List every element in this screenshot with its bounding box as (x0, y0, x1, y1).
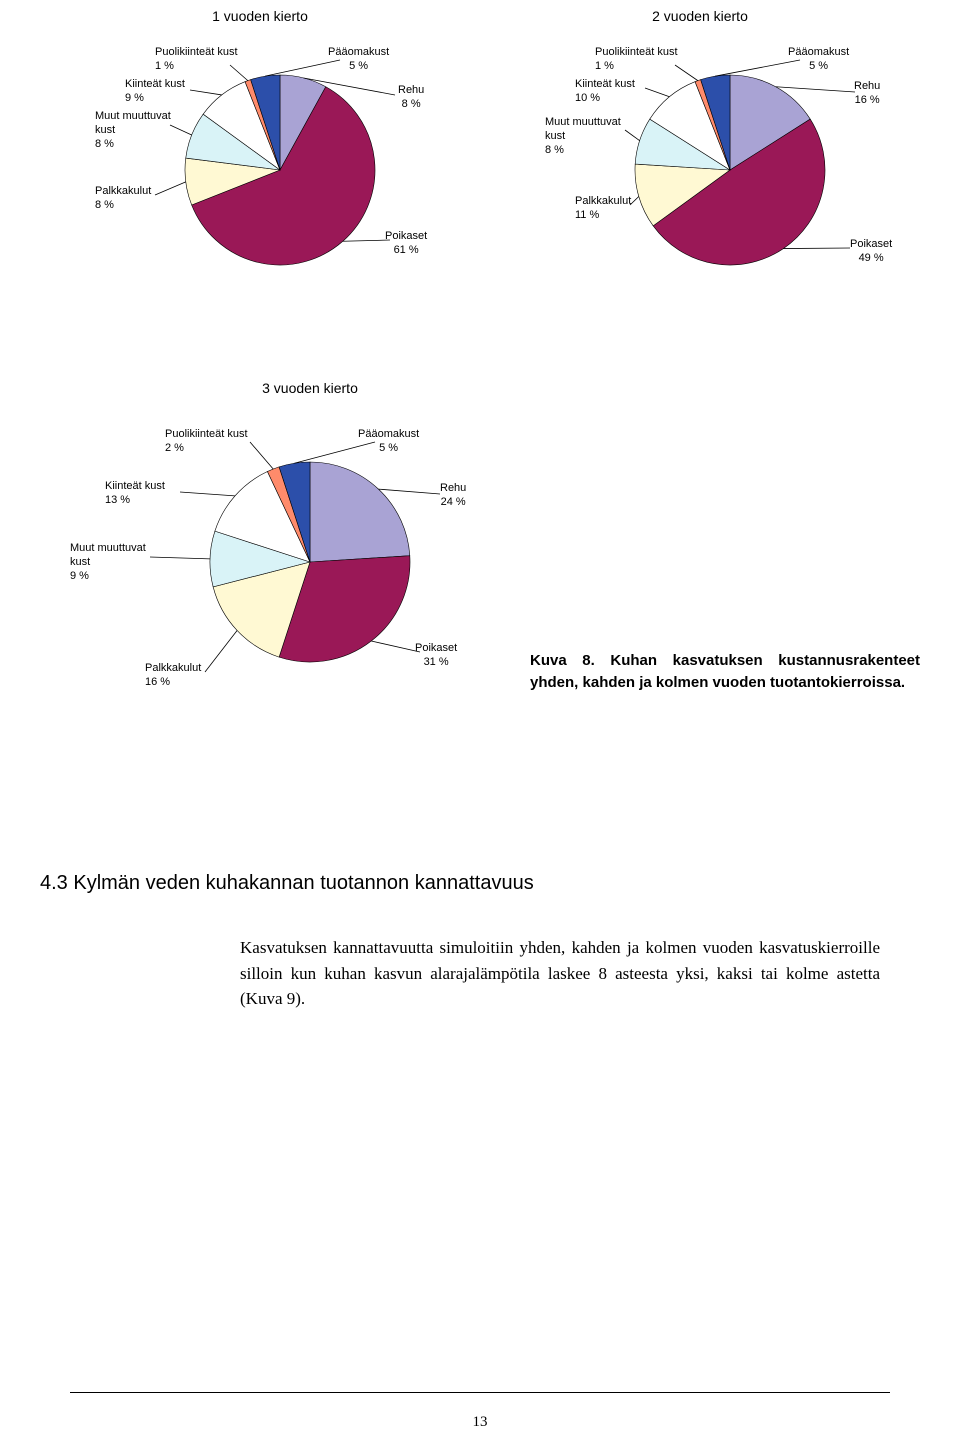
top-chart-row: 1 vuoden kierto Puolikiinteät kust1 % Ki… (40, 8, 920, 300)
chart-1-area: Puolikiinteät kust1 % Kiinteät kust9 % M… (40, 30, 480, 300)
chart-2-block: 2 vuoden kierto Puolikiinteät kust1 % Ki… (480, 8, 920, 300)
chart-3-title: 3 vuoden kierto (100, 380, 520, 396)
chart2-label-rehu: Rehu16 % (854, 80, 880, 108)
section-heading: 4.3 Kylmän veden kuhakannan tuotannon ka… (40, 872, 920, 895)
chart2-label-paa: Pääomakust5 % (788, 46, 849, 74)
chart3-label-kiinteat: Kiinteät kust13 % (105, 480, 165, 508)
chart-2-area: Puolikiinteät kust1 % Kiinteät kust10 % … (480, 30, 920, 300)
chart2-label-poikaset: Poikaset49 % (850, 238, 892, 266)
page: 1 vuoden kierto Puolikiinteät kust1 % Ki… (0, 0, 960, 1451)
chart3-label-rehu: Rehu24 % (440, 482, 466, 510)
chart-1-title: 1 vuoden kierto (40, 8, 480, 24)
body-paragraph: Kasvatuksen kannattavuutta simuloitiin y… (240, 935, 880, 1012)
chart1-label-muut: Muut muuttuvatkust8 % (95, 110, 171, 151)
chart1-label-paa: Pääomakust5 % (328, 46, 389, 74)
chart2-label-palkkakulut: Palkkakulut11 % (575, 195, 631, 223)
figure-caption: Kuva 8. Kuhan kasvatuksen kustannusraken… (530, 650, 920, 694)
chart-2-title: 2 vuoden kierto (480, 8, 920, 24)
chart2-label-kiinteat: Kiinteät kust10 % (575, 78, 635, 106)
chart2-label-puolikiinteat: Puolikiinteät kust1 % (595, 46, 678, 74)
chart-1-block: 1 vuoden kierto Puolikiinteät kust1 % Ki… (40, 8, 480, 300)
chart1-label-rehu: Rehu8 % (398, 84, 424, 112)
chart3-label-poikaset: Poikaset31 % (415, 642, 457, 670)
middle-row: 3 vuoden kierto Puolikiinteät kust2 % Ki… (40, 340, 920, 732)
chart3-label-paa: Pääomakust5 % (358, 428, 419, 456)
page-number: 13 (0, 1414, 960, 1431)
chart2-label-muut: Muut muuttuvatkust8 % (545, 116, 621, 157)
chart1-label-poikaset: Poikaset61 % (385, 230, 427, 258)
chart1-label-kiinteat: Kiinteät kust9 % (125, 78, 185, 106)
chart-1-pie (40, 30, 480, 300)
chart3-label-palkkakulut: Palkkakulut16 % (145, 662, 201, 690)
chart1-label-palkkakulut: Palkkakulut8 % (95, 185, 151, 213)
footer-rule (70, 1392, 890, 1393)
chart3-label-muut: Muut muuttuvatkust9 % (70, 542, 146, 583)
chart1-label-puolikiinteat: Puolikiinteät kust1 % (155, 46, 238, 74)
chart3-label-puolikiinteat: Puolikiinteät kust2 % (165, 428, 248, 456)
chart-3-block: 3 vuoden kierto Puolikiinteät kust2 % Ki… (40, 380, 520, 732)
chart-3-area: Puolikiinteät kust2 % Kiinteät kust13 % … (40, 402, 520, 732)
